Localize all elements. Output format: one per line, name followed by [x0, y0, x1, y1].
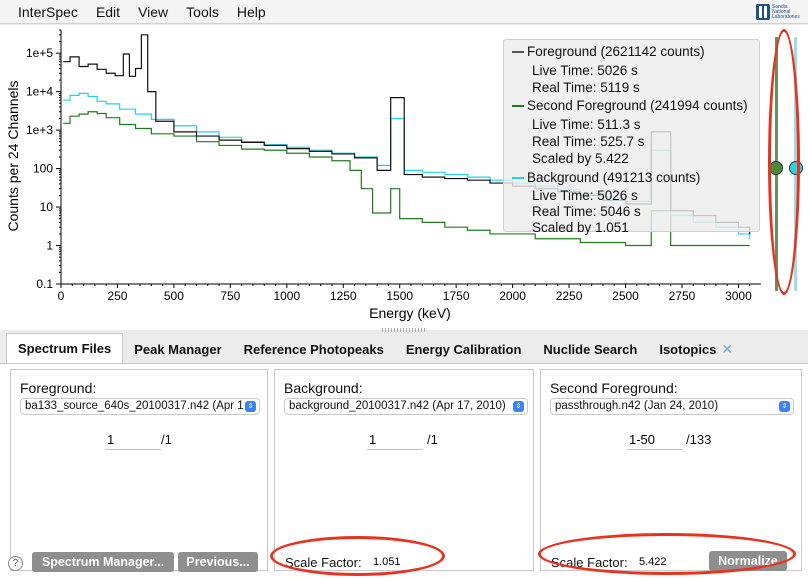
tab-isotopics[interactable]: Isotopics — [659, 342, 717, 357]
second-foreground-file-value: passthrough.n42 (Jan 24, 2010) — [555, 400, 719, 412]
x-tick-label: 1750 — [443, 289, 470, 303]
normalize-button[interactable]: Normalize — [709, 551, 787, 571]
legend-second-foreground-live-time: Live Time: 511.3 s — [532, 117, 641, 132]
foreground-index-total: /1 — [161, 432, 172, 447]
second-foreground-index-input[interactable] — [627, 430, 683, 450]
x-tick-label: 3000 — [725, 289, 752, 303]
legend-background-real-time: Real Time: 5046 s — [532, 204, 641, 219]
menu-view[interactable]: View — [138, 3, 169, 20]
x-tick-label: 2250 — [556, 289, 583, 303]
tool-tabs: Spectrum Files Peak Manager Reference Ph… — [0, 333, 808, 364]
legend-second-foreground-real-time: Real Time: 525.7 s — [532, 134, 645, 149]
sandia-logo-text: Sandia National Laboratories — [772, 3, 800, 20]
foreground-file-select[interactable]: ba133_source_640s_20100317.n42 (Apr 1 ⇕ — [20, 398, 260, 415]
sandia-logo: Sandia National Laboratories — [756, 2, 802, 22]
foreground-title: Foreground: — [20, 380, 97, 396]
background-panel: Background: background_20100317.n42 (Apr… — [274, 369, 534, 571]
spectrum-files-panels: Foreground: ba133_source_640s_20100317.n… — [0, 364, 808, 578]
y-scale-sliders — [766, 37, 804, 291]
y-tick-label: 1e+5 — [26, 46, 53, 60]
y-tick-label: 0.1 — [36, 277, 53, 291]
menu-help[interactable]: Help — [236, 3, 266, 20]
menu-interspec[interactable]: InterSpec — [18, 3, 78, 20]
y-tick-label: 1e+3 — [26, 123, 53, 137]
previous-button[interactable]: Previous... — [178, 552, 258, 572]
second-foreground-scale-label: Scale Factor: — [551, 555, 628, 570]
y-tick-label: 1 — [46, 239, 53, 253]
chevron-down-icon: ⇕ — [779, 401, 790, 412]
y-tick-label: 1e+4 — [26, 85, 53, 99]
chart-legend[interactable]: Foreground (2621142 counts) Live Time: 5… — [503, 39, 760, 235]
background-index-total: /1 — [427, 432, 438, 447]
chevron-down-icon: ⇕ — [513, 401, 524, 412]
close-icon[interactable]: ✕ — [721, 341, 734, 357]
legend-second-foreground-scaled-by: Scaled by 5.422 — [532, 151, 629, 166]
menu-tools[interactable]: Tools — [186, 3, 219, 20]
second-foreground-panel: Second Foreground: passthrough.n42 (Jan … — [540, 369, 802, 571]
x-tick-label: 1250 — [330, 289, 357, 303]
tab-peak-manager[interactable]: Peak Manager — [134, 342, 222, 357]
help-icon[interactable]: ? — [8, 556, 23, 571]
background-scale-input[interactable] — [371, 553, 431, 571]
x-tick-label: 1000 — [273, 289, 300, 303]
legend-entry-background: Background (491213 counts) — [512, 170, 700, 185]
menu-edit[interactable]: Edit — [95, 3, 121, 20]
legend-background-title: Background (491213 counts) — [527, 170, 701, 185]
foreground-file-value: ba133_source_640s_20100317.n42 (Apr 1 — [25, 400, 244, 412]
y-axis-label: Counts per 24 Channels — [5, 81, 21, 232]
legend-foreground-title: Foreground (2621142 counts) — [527, 44, 705, 59]
spectrum-chart-area: 0 250 500 750 1000 1250 1500 1750 2000 2250 2500 27… — [0, 25, 808, 330]
x-tick-label: 2000 — [499, 289, 526, 303]
tab-spectrum-files[interactable]: Spectrum Files — [6, 333, 124, 363]
spectrum-chart[interactable]: 0 250 500 750 1000 1250 1500 1750 2000 2250 2500 27… — [0, 25, 808, 330]
background-scale-label: Scale Factor: — [285, 555, 362, 570]
x-tick-label: 2750 — [669, 289, 696, 303]
x-tick-label: 1500 — [386, 289, 413, 303]
x-tick-label: 750 — [220, 289, 240, 303]
tab-reference-photopeaks[interactable]: Reference Photopeaks — [243, 342, 384, 357]
background-scale-knob[interactable] — [789, 161, 803, 175]
legend-background-scaled-by: Scaled by 1.051 — [532, 220, 629, 235]
menubar: InterSpec Edit View Tools Help Sandia Na… — [0, 0, 808, 24]
legend-entry-second-foreground: Second Foreground (241994 counts) — [512, 98, 748, 113]
resize-grip[interactable] — [382, 328, 426, 332]
y-tick-label: 10 — [40, 200, 54, 214]
tab-nuclide-search[interactable]: Nuclide Search — [543, 342, 638, 357]
legend-foreground-live-time: Live Time: 5026 s — [532, 63, 638, 78]
legend-swatch-foreground — [512, 50, 524, 53]
sandia-logo-icon — [756, 4, 770, 20]
chevron-down-icon: ⇕ — [245, 401, 256, 412]
legend-swatch-second-foreground — [512, 104, 524, 107]
tab-energy-calibration[interactable]: Energy Calibration — [405, 342, 522, 357]
second-foreground-scale-knob[interactable] — [769, 161, 783, 175]
y-tick-label: 100 — [33, 162, 53, 176]
background-title: Background: — [284, 380, 363, 396]
foreground-index-input[interactable] — [105, 430, 161, 450]
series-line-second-foreground — [63, 111, 750, 247]
x-tick-label: 0 — [58, 289, 65, 303]
background-index-input[interactable] — [367, 430, 423, 450]
legend-swatch-background — [512, 176, 524, 179]
foreground-panel: Foreground: ba133_source_640s_20100317.n… — [10, 369, 268, 571]
legend-second-foreground-title: Second Foreground (241994 counts) — [527, 98, 748, 113]
second-foreground-scale-input[interactable] — [637, 553, 697, 571]
legend-entry-foreground: Foreground (2621142 counts) — [512, 44, 705, 59]
spectrum-manager-button[interactable]: Spectrum Manager... — [32, 552, 174, 572]
second-foreground-index-total: /133 — [686, 432, 712, 447]
x-axis-label: Energy (keV) — [369, 305, 451, 321]
background-file-value: background_20100317.n42 (Apr 17, 2010) — [289, 400, 506, 412]
second-foreground-title: Second Foreground: — [550, 380, 678, 396]
x-tick-label: 250 — [107, 289, 127, 303]
x-tick-label: 2500 — [612, 289, 639, 303]
second-foreground-file-select[interactable]: passthrough.n42 (Jan 24, 2010) ⇕ — [550, 398, 794, 415]
legend-background-live-time: Live Time: 5026 s — [532, 188, 638, 203]
background-file-select[interactable]: background_20100317.n42 (Apr 17, 2010) ⇕ — [284, 398, 528, 415]
x-tick-label: 500 — [164, 289, 184, 303]
legend-foreground-real-time: Real Time: 5119 s — [532, 80, 640, 95]
